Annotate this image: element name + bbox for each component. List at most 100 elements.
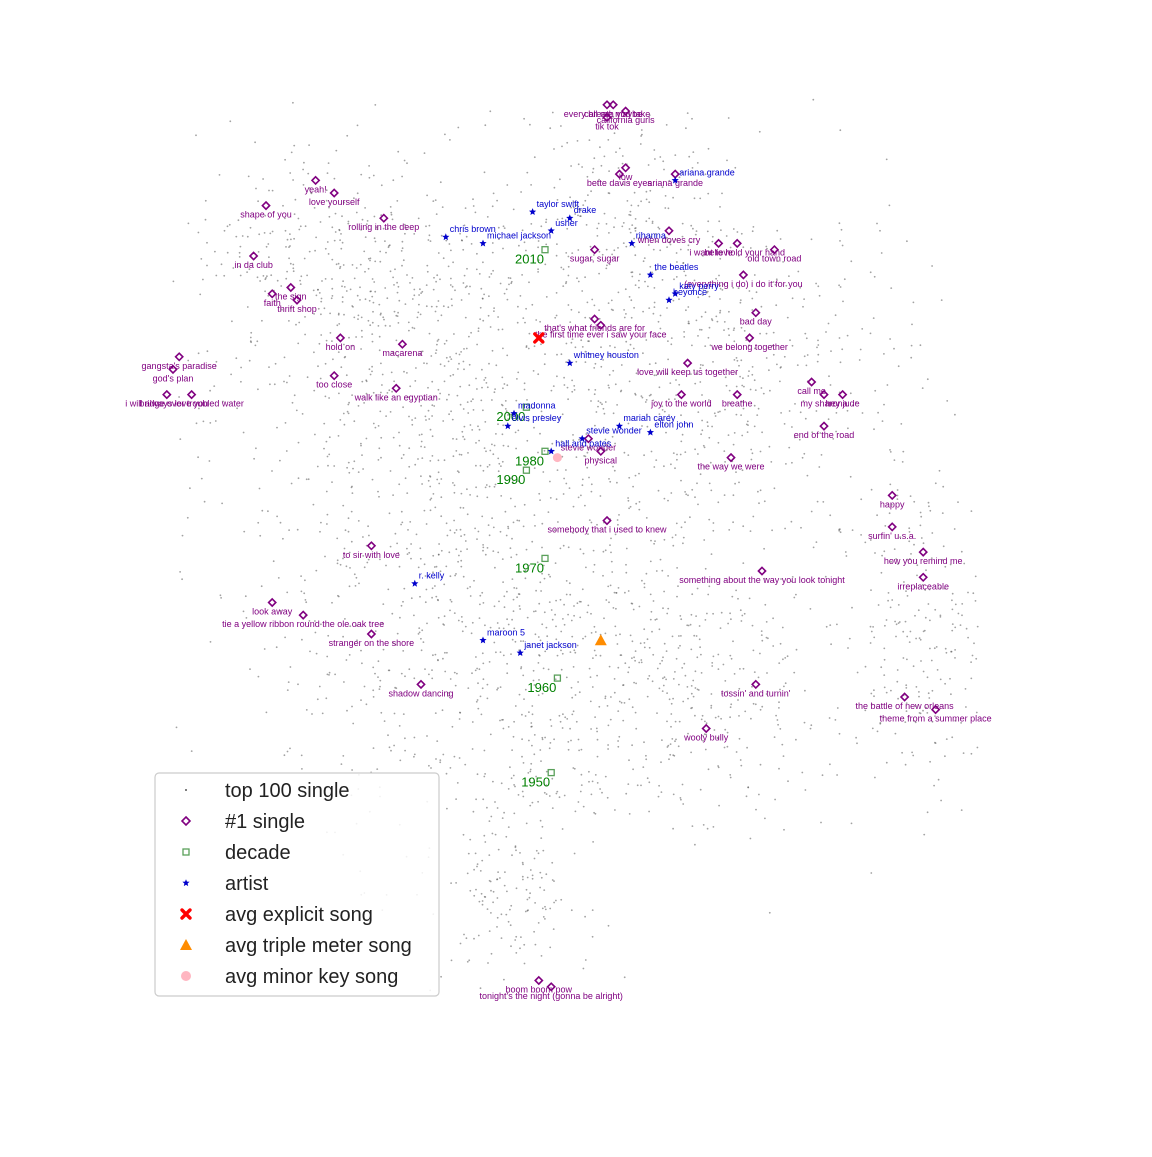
top100-point <box>561 217 564 220</box>
top100-point <box>553 529 556 532</box>
top100-point <box>206 241 208 244</box>
top100-point <box>702 824 705 826</box>
top100-point <box>926 811 929 814</box>
top100-point <box>449 678 452 680</box>
top100-point <box>740 326 743 329</box>
top100-point <box>369 257 372 260</box>
top100-point <box>424 668 426 670</box>
top100-point <box>735 413 738 416</box>
top100-point <box>645 754 647 757</box>
top100-point <box>286 381 288 384</box>
top100-point <box>502 247 504 250</box>
top100-point <box>578 691 581 694</box>
no1-single-marker <box>887 522 897 532</box>
top100-point <box>610 537 612 540</box>
top100-point <box>738 687 741 690</box>
top100-point <box>571 635 574 638</box>
top100-point <box>384 324 387 327</box>
top100-point <box>425 588 428 591</box>
top100-point <box>567 645 570 647</box>
no1-single-label: boom boom pow <box>506 985 573 995</box>
top100-point <box>458 757 461 759</box>
top100-point <box>589 446 592 449</box>
top100-point <box>817 353 820 356</box>
no1-single-label: tonight's the night (gonna be alright) <box>480 991 623 1001</box>
top100-point <box>365 703 368 706</box>
top100-point <box>582 637 584 640</box>
top100-point <box>612 369 615 372</box>
top100-point <box>539 886 541 889</box>
top100-point <box>507 525 509 528</box>
top100-point <box>399 759 402 762</box>
top100-point <box>481 687 484 690</box>
top100-point <box>893 347 895 350</box>
top100-point <box>719 311 721 314</box>
top100-point <box>288 257 290 260</box>
top100-point <box>257 521 260 524</box>
top100-point <box>597 400 600 402</box>
top100-point <box>623 309 625 311</box>
top100-point <box>708 585 711 588</box>
top100-point <box>414 463 417 466</box>
top100-point <box>908 531 911 533</box>
legend-marker-no1 <box>180 815 192 827</box>
top100-point <box>516 378 518 380</box>
top100-point <box>760 634 763 636</box>
top100-point <box>396 632 399 635</box>
top100-point <box>200 477 203 480</box>
top100-point <box>339 267 341 270</box>
top100-point <box>491 399 493 401</box>
top100-point <box>712 529 715 532</box>
top100-point <box>292 101 294 104</box>
top100-point <box>503 978 505 981</box>
top100-point <box>541 572 543 575</box>
top100-point <box>458 554 460 557</box>
top100-point <box>667 607 670 610</box>
top100-point <box>700 672 703 674</box>
top100-point <box>393 712 396 715</box>
top100-point <box>423 152 426 155</box>
top100-point <box>289 245 291 247</box>
top100-point <box>604 695 607 698</box>
top100-point <box>332 358 334 361</box>
top100-point <box>778 707 780 709</box>
top100-point <box>643 628 646 631</box>
top100-point <box>485 382 488 384</box>
top100-point <box>657 320 660 323</box>
top100-point <box>494 566 496 569</box>
top100-point <box>483 447 486 449</box>
top100-point <box>597 183 599 185</box>
top100-point <box>719 251 722 254</box>
top100-point <box>586 175 589 178</box>
top100-point <box>960 809 963 811</box>
top100-point <box>407 321 410 324</box>
top100-point <box>758 793 760 796</box>
top100-point <box>426 194 428 197</box>
top100-point <box>499 877 501 879</box>
top100-point <box>961 603 964 605</box>
top100-point <box>319 221 322 223</box>
top100-point <box>549 497 552 499</box>
top100-point <box>541 522 544 525</box>
top100-point <box>478 617 481 619</box>
top100-point <box>502 347 504 350</box>
top100-point <box>652 653 655 656</box>
top100-point <box>450 600 453 603</box>
top100-point <box>503 811 505 814</box>
top100-point <box>459 506 462 509</box>
top100-point <box>785 284 788 287</box>
top100-point <box>455 438 458 440</box>
top100-point <box>753 274 756 276</box>
top100-point <box>251 262 254 265</box>
top100-point <box>742 667 745 670</box>
top100-point <box>417 566 420 569</box>
top100-point <box>246 271 249 273</box>
top100-point <box>439 363 442 366</box>
top100-point <box>518 605 521 607</box>
top100-point <box>462 833 465 836</box>
no1-single-label: bridge over troubled water <box>139 399 244 409</box>
top100-point <box>421 629 424 632</box>
top100-point <box>699 367 702 369</box>
top100-point <box>337 351 340 353</box>
top100-point <box>661 409 664 411</box>
